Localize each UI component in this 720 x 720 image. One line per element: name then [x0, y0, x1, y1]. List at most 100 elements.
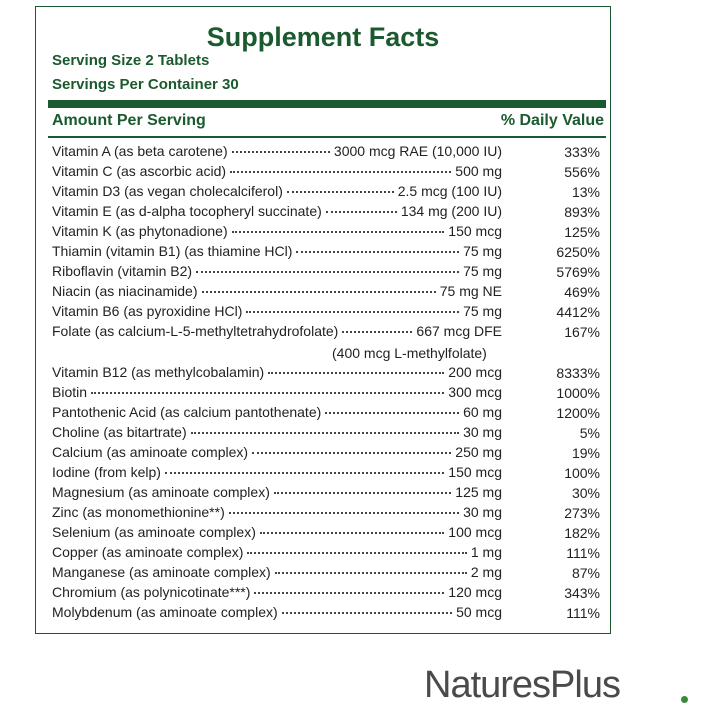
dot-leader: [228, 511, 460, 514]
daily-value: 5%: [579, 424, 600, 441]
daily-value: 13%: [571, 184, 600, 201]
dot-leader: [164, 471, 445, 474]
nutrient-row: Choline (as bitartrate) 30 mg: [52, 424, 502, 444]
nutrient-name: Iodine (from kelp): [52, 463, 161, 480]
nutrient-row: Vitamin E (as d-alpha tocopheryl succina…: [52, 203, 502, 223]
nutrient-name: Vitamin B6 (as pyroxidine HCl): [52, 303, 243, 320]
thick-rule: [48, 100, 606, 108]
dot-leader: [273, 491, 452, 494]
nutrient-row: Vitamin B6 (as pyroxidine HCl) 75 mg: [52, 303, 502, 323]
nutrient-name: Vitamin A (as beta carotene): [52, 143, 228, 159]
daily-value: 182%: [564, 524, 600, 541]
nutrient-row: Manganese (as aminoate complex) 2 mg: [52, 564, 502, 584]
nutrient-name: Zinc (as monomethionine**): [52, 503, 225, 520]
dot-leader: [201, 291, 436, 294]
nutrient-name: Magnesium (as aminoate complex): [52, 483, 270, 500]
thin-rule: [48, 136, 606, 138]
nutrient-amount: 30 mg: [463, 503, 502, 520]
nutrient-name: Copper (as aminoate complex): [52, 544, 244, 560]
nutrient-row: Zinc (as monomethionine**) 30 mg: [52, 504, 502, 524]
nutrient-amount: 125 mg: [455, 483, 502, 500]
daily-value: 111%: [566, 605, 600, 622]
nutrient-amount: 60 mg: [463, 403, 502, 420]
nutrient-name: Vitamin D3 (as vegan cholecalciferol): [52, 183, 283, 200]
nutrient-name: Folate (as calcium-L-5-methyltetrahydrof…: [52, 323, 339, 340]
servings-per-container: Servings Per Container 30: [52, 76, 239, 93]
nutrient-name: Riboflavin (vitamin B2): [52, 263, 193, 280]
nutrient-amount: 75 mg NE: [439, 283, 502, 300]
nutrient-name: Selenium (as aminoate complex): [52, 523, 256, 540]
dot-leader: [247, 552, 467, 554]
dot-leader: [259, 531, 445, 534]
nutrient-row: Magnesium (as aminoate complex) 125 mg: [52, 484, 502, 504]
logo-dot: [681, 696, 688, 703]
serving-size: Serving Size 2 Tablets: [52, 52, 210, 69]
nutrient-amount: 200 mcg: [448, 363, 502, 380]
nutrient-row: Molybdenum (as aminoate complex) 50 mcg: [52, 604, 502, 624]
amount-note: (400 mcg L-methylfolate): [332, 344, 487, 361]
nutrient-amount: 75 mg: [463, 263, 502, 280]
daily-value: 111%: [566, 545, 600, 561]
nutrient-row: Niacin (as niacinamide) 75 mg NE: [52, 283, 502, 303]
daily-value: 167%: [564, 324, 600, 341]
nutrient-amount: 30 mg: [463, 423, 502, 440]
daily-value: 5769%: [556, 264, 600, 281]
dot-leader: [325, 411, 460, 414]
nutrient-amount: 100 mcg: [448, 523, 502, 540]
daily-value: 19%: [571, 444, 600, 461]
daily-value: 100%: [564, 464, 600, 481]
nutrient-name: Pantothenic Acid (as calcium pantothenat…: [52, 403, 322, 420]
dot-leader: [252, 451, 452, 454]
nutrient-name: Manganese (as aminoate complex): [52, 564, 271, 581]
nutrient-row: Thiamin (vitamin B1) (as thiamine HCl) 75…: [52, 243, 502, 263]
nutrient-row: Vitamin D3 (as vegan cholecalciferol) 2.5…: [52, 183, 502, 203]
nutrient-name: Molybdenum (as aminoate complex): [52, 604, 278, 621]
dot-leader: [296, 251, 460, 254]
dot-leader: [342, 331, 413, 334]
nutrient-name: Biotin: [52, 383, 88, 400]
daily-value: 343%: [564, 585, 600, 602]
nutrient-row: Vitamin B12 (as methylcobalamin) 200 mcg: [52, 364, 502, 384]
dot-leader: [231, 151, 330, 153]
dot-leader: [230, 171, 452, 174]
dot-leader: [286, 191, 394, 194]
nutrient-row: Vitamin K (as phytonadione) 150 mcg: [52, 223, 502, 243]
brand-logo: NaturesPlus: [424, 664, 621, 706]
nutrient-amount: 120 mcg: [448, 584, 502, 601]
nutrient-amount: 2.5 mcg (100 IU): [397, 183, 502, 200]
nutrient-name: Chromium (as polynicotinate***): [52, 584, 251, 601]
dot-leader: [268, 371, 445, 374]
nutrient-row: Vitamin A (as beta carotene) 3000 mcg RAE…: [52, 143, 502, 163]
nutrient-amount: 75 mg: [463, 243, 502, 260]
dot-leader: [254, 592, 445, 595]
daily-value: 893%: [564, 204, 600, 221]
nutrient-name: Vitamin E (as d-alpha tocopheryl succina…: [52, 203, 322, 220]
dot-leader: [274, 572, 467, 575]
nutrient-row: Selenium (as aminoate complex) 100 mcg: [52, 524, 502, 544]
daily-value: 1000%: [556, 384, 600, 401]
nutrient-name: Niacin (as niacinamide): [52, 283, 198, 300]
dot-leader: [325, 211, 397, 214]
nutrient-amount: 75 mg: [463, 303, 502, 320]
daily-value: 8333%: [556, 364, 600, 381]
daily-value: 4412%: [556, 304, 600, 321]
column-header: % Daily Value: [500, 112, 604, 129]
daily-value: 556%: [564, 164, 600, 181]
nutrient-name: Vitamin C (as ascorbic acid): [52, 163, 227, 180]
nutrient-row: Calcium (as aminoate complex) 250 mg: [52, 444, 502, 464]
daily-value: 1200%: [556, 404, 600, 421]
dot-leader: [246, 311, 460, 314]
dot-leader: [231, 231, 445, 234]
nutrient-amount: 500 mg: [455, 163, 502, 180]
nutrient-row: Pantothenic Acid (as calcium pantothenat…: [52, 404, 502, 424]
nutrient-amount: 250 mg: [455, 443, 502, 460]
daily-value: 30%: [571, 484, 600, 501]
nutrient-row: Chromium (as polynicotinate***) 120 mcg: [52, 584, 502, 604]
nutrient-row: Riboflavin (vitamin B2) 75 mg: [52, 263, 502, 283]
nutrient-row: Biotin 300 mcg: [52, 384, 502, 404]
nutrient-amount: 300 mcg: [448, 383, 502, 400]
daily-value: 273%: [564, 504, 600, 521]
daily-value: 6250%: [556, 244, 600, 261]
column-header: Amount Per Serving: [52, 112, 206, 129]
nutrient-name: Choline (as bitartrate): [52, 423, 187, 440]
